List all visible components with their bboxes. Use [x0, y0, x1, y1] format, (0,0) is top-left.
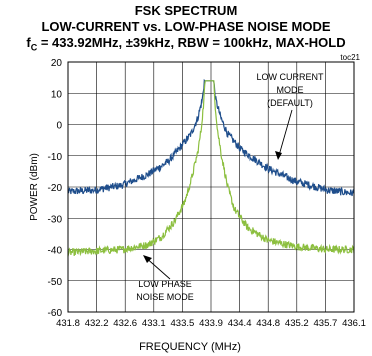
y-tick-label: -40: [48, 246, 63, 257]
x-tick-label: 431.8: [56, 318, 80, 329]
x-tick-label: 434.8: [256, 318, 280, 329]
plot-frame: [67, 61, 355, 313]
conditions-symbol: f: [26, 35, 31, 50]
conditions-text: = 433.92MHz, ±39kHz, RBW = 100kHz, MAX-H…: [37, 35, 346, 50]
chart-title: FSK SPECTRUM: [134, 3, 238, 18]
y-tick-label: 20: [51, 58, 63, 69]
annotations: LOW CURRENT MODE (DEFAULT) LOW PHASE NOISE M…: [136, 72, 324, 302]
series-layer: [67, 78, 355, 257]
y-tick-label: 0: [56, 121, 62, 132]
annotation-low-phase-arrowhead: [143, 255, 152, 263]
chart-subtitle: LOW-CURRENT vs. LOW-PHASE NOISE MODE: [41, 19, 331, 34]
x-tick-labels: 431.8 432.2 432.6 433.1 433.5 433.9 434.4 434.8…: [56, 318, 366, 329]
annotation-low-current-text: MODE: [277, 85, 304, 95]
annotation-low-current-text: LOW CURRENT: [257, 72, 325, 82]
y-tick-label: -30: [48, 214, 63, 225]
annotation-low-phase-text: NOISE MODE: [136, 292, 194, 302]
x-tick-label: 434.4: [228, 318, 252, 329]
annotation-low-current-leader: [277, 109, 293, 160]
y-tick-label: 10: [51, 89, 63, 100]
y-tick-label: -60: [48, 308, 63, 319]
x-tick-label: 433.9: [199, 318, 223, 329]
annotation-low-current-text: (DEFAULT): [267, 98, 313, 108]
y-tick-labels: 20 10 0 -10 -20 -30 -40 -50 -60: [48, 58, 63, 319]
x-tick-label: 432.2: [85, 318, 109, 329]
annotation-low-current-arrowhead: [275, 151, 282, 160]
y-tick-label: -50: [48, 277, 63, 288]
conditions-subscript: C: [30, 42, 38, 53]
grid-lines: [68, 62, 354, 312]
x-tick-label: 435.2: [285, 318, 309, 329]
figure-id: toc21: [340, 53, 360, 62]
y-tick-label: -20: [48, 183, 63, 194]
x-tick-label: 432.6: [113, 318, 137, 329]
x-axis-label: FREQUENCY (MHz): [139, 341, 241, 353]
y-axis-label: POWER (dBm): [29, 153, 40, 221]
x-tick-label: 435.7: [314, 318, 338, 329]
x-tick-label: 436.1: [342, 318, 366, 329]
y-tick-label: -10: [48, 152, 63, 163]
chart-conditions: fC = 433.92MHz, ±39kHz, RBW = 100kHz, MA…: [0, 35, 372, 53]
series-line-low-phase-noise: [67, 80, 355, 257]
x-tick-label: 433.1: [142, 318, 166, 329]
x-tick-label: 433.5: [171, 318, 195, 329]
annotation-low-phase-text: LOW PHASE: [138, 279, 192, 289]
